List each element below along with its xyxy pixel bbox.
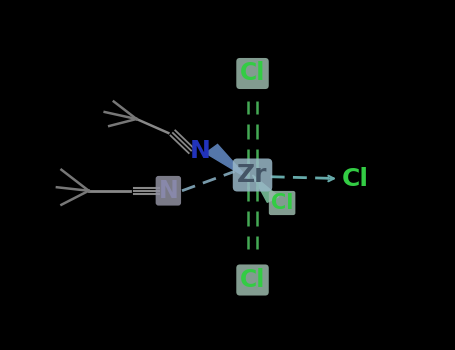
Polygon shape	[206, 145, 248, 178]
Text: N: N	[158, 179, 178, 203]
Text: N: N	[190, 139, 211, 162]
Text: Cl: Cl	[341, 167, 369, 190]
Text: Cl: Cl	[271, 193, 293, 213]
Text: Cl: Cl	[240, 268, 265, 292]
Text: Cl: Cl	[240, 62, 265, 85]
Polygon shape	[253, 175, 279, 202]
Text: Zr: Zr	[237, 163, 268, 187]
